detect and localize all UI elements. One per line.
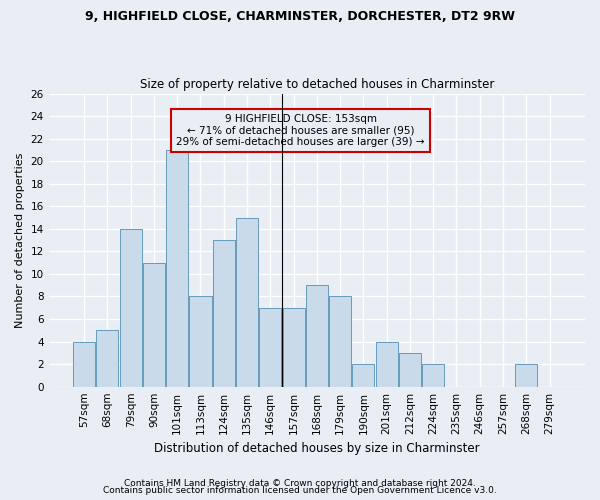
Bar: [119, 229, 142, 386]
Bar: [143, 262, 165, 386]
Bar: [283, 308, 305, 386]
Bar: [259, 308, 281, 386]
Bar: [212, 240, 235, 386]
Bar: [73, 342, 95, 386]
Bar: [306, 285, 328, 386]
Bar: [166, 150, 188, 386]
Bar: [376, 342, 398, 386]
Bar: [190, 296, 212, 386]
Title: Size of property relative to detached houses in Charminster: Size of property relative to detached ho…: [140, 78, 494, 91]
Bar: [97, 330, 118, 386]
Text: 9, HIGHFIELD CLOSE, CHARMINSTER, DORCHESTER, DT2 9RW: 9, HIGHFIELD CLOSE, CHARMINSTER, DORCHES…: [85, 10, 515, 23]
Y-axis label: Number of detached properties: Number of detached properties: [15, 152, 25, 328]
X-axis label: Distribution of detached houses by size in Charminster: Distribution of detached houses by size …: [154, 442, 479, 455]
Text: 9 HIGHFIELD CLOSE: 153sqm
← 71% of detached houses are smaller (95)
29% of semi-: 9 HIGHFIELD CLOSE: 153sqm ← 71% of detac…: [176, 114, 425, 148]
Bar: [515, 364, 538, 386]
Bar: [422, 364, 444, 386]
Bar: [352, 364, 374, 386]
Bar: [236, 218, 258, 386]
Text: Contains HM Land Registry data © Crown copyright and database right 2024.: Contains HM Land Registry data © Crown c…: [124, 478, 476, 488]
Bar: [329, 296, 351, 386]
Text: Contains public sector information licensed under the Open Government Licence v3: Contains public sector information licen…: [103, 486, 497, 495]
Bar: [399, 353, 421, 386]
